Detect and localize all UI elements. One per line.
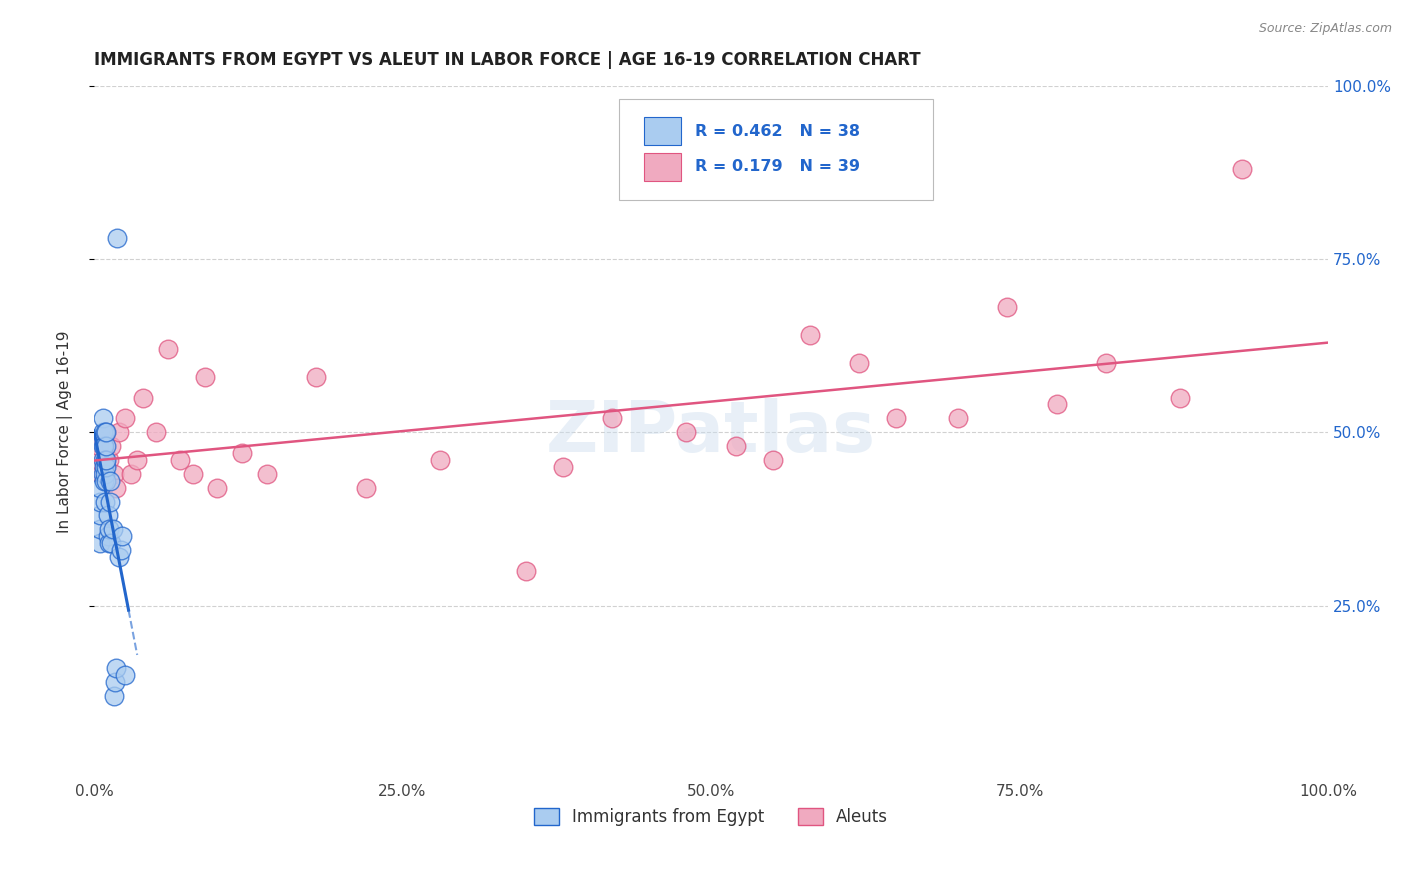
Point: [946, 411, 969, 425]
Point: [103, 689, 125, 703]
Point: [91, 467, 114, 481]
Point: [354, 481, 377, 495]
Point: [94, 425, 117, 440]
Point: [89, 522, 111, 536]
Point: [799, 328, 821, 343]
Point: [1046, 397, 1069, 411]
Y-axis label: In Labor Force | Age 16-19: In Labor Force | Age 16-19: [58, 331, 73, 533]
Point: [675, 425, 697, 440]
Point: [96, 439, 118, 453]
Point: [1230, 161, 1253, 176]
Point: [103, 467, 125, 481]
Text: Source: ZipAtlas.com: Source: ZipAtlas.com: [1258, 22, 1392, 36]
Point: [127, 453, 149, 467]
Point: [98, 494, 121, 508]
Point: [104, 674, 127, 689]
Point: [97, 536, 120, 550]
FancyBboxPatch shape: [644, 153, 682, 181]
Point: [94, 467, 117, 481]
Point: [86, 453, 108, 467]
Point: [107, 549, 129, 564]
Point: [111, 529, 134, 543]
Point: [98, 474, 121, 488]
Point: [96, 425, 118, 440]
Point: [89, 536, 111, 550]
Point: [100, 536, 122, 550]
Point: [762, 453, 785, 467]
Point: [114, 668, 136, 682]
Point: [90, 467, 112, 481]
Point: [132, 391, 155, 405]
Point: [105, 481, 128, 495]
Point: [97, 508, 120, 523]
Point: [97, 529, 120, 543]
Point: [169, 453, 191, 467]
Point: [1168, 391, 1191, 405]
Point: [1095, 356, 1118, 370]
Point: [995, 301, 1018, 315]
Point: [96, 453, 118, 467]
Point: [157, 342, 180, 356]
Point: [107, 231, 129, 245]
Point: [884, 411, 907, 425]
Point: [89, 508, 111, 523]
Point: [724, 439, 747, 453]
Point: [91, 425, 114, 440]
Point: [181, 467, 204, 481]
Point: [100, 439, 122, 453]
Point: [515, 564, 537, 578]
Point: [89, 481, 111, 495]
Point: [429, 453, 451, 467]
Point: [207, 481, 229, 495]
Point: [848, 356, 870, 370]
Point: [120, 467, 142, 481]
Point: [97, 453, 120, 467]
FancyBboxPatch shape: [644, 118, 682, 145]
Point: [93, 459, 115, 474]
Point: [105, 661, 128, 675]
Point: [305, 369, 328, 384]
Point: [87, 439, 110, 453]
Point: [97, 522, 120, 536]
Point: [602, 411, 624, 425]
FancyBboxPatch shape: [619, 99, 934, 200]
Point: [96, 459, 118, 474]
Text: ZIPatlas: ZIPatlas: [546, 398, 876, 467]
Point: [107, 425, 129, 440]
Legend: Immigrants from Egypt, Aleuts: Immigrants from Egypt, Aleuts: [527, 802, 894, 833]
Point: [96, 474, 118, 488]
Point: [89, 494, 111, 508]
Point: [194, 369, 217, 384]
Point: [256, 467, 278, 481]
Text: R = 0.462   N = 38: R = 0.462 N = 38: [695, 125, 860, 139]
Point: [96, 425, 118, 440]
Point: [93, 474, 115, 488]
Text: R = 0.179   N = 39: R = 0.179 N = 39: [695, 159, 860, 174]
Point: [91, 453, 114, 467]
Point: [94, 494, 117, 508]
Point: [114, 411, 136, 425]
Point: [91, 439, 114, 453]
Point: [91, 411, 114, 425]
Point: [94, 453, 117, 467]
Point: [101, 522, 124, 536]
Point: [231, 446, 253, 460]
Point: [110, 543, 132, 558]
Text: IMMIGRANTS FROM EGYPT VS ALEUT IN LABOR FORCE | AGE 16-19 CORRELATION CHART: IMMIGRANTS FROM EGYPT VS ALEUT IN LABOR …: [94, 51, 921, 69]
Point: [551, 459, 574, 474]
Point: [145, 425, 167, 440]
Point: [93, 439, 115, 453]
